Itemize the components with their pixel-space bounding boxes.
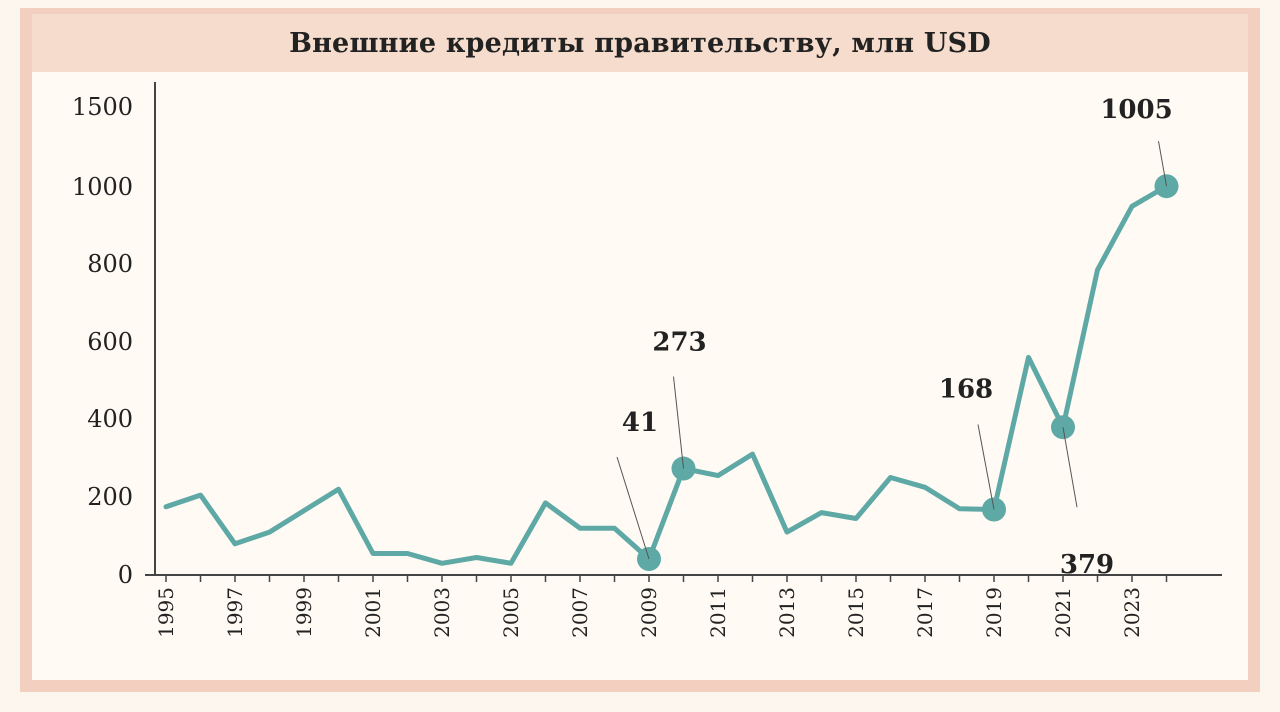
leader-line (673, 376, 684, 469)
y-tick-label: 0 (118, 561, 133, 589)
y-tick-label: 1000 (72, 173, 133, 201)
series-line (163, 183, 1169, 566)
y-axis-ticks: 0 200 400 600 800 1000 1500 (72, 93, 133, 589)
x-axis-ticks: 1995 1997 1999 2001 2003 2005 2007 2009 2011 2013… (154, 575, 1168, 638)
leader-line (977, 424, 995, 510)
x-tick-label: 2017 (913, 587, 937, 638)
data-labels-group: 41 273 168 379 1005 (616, 95, 1173, 580)
x-tick-label: 2001 (361, 587, 385, 638)
y-tick-label: 200 (87, 483, 133, 511)
data-label: 168 (939, 374, 993, 404)
x-tick-label: 2019 (982, 587, 1006, 638)
x-tick-label: 1997 (223, 587, 247, 638)
y-tick-label: 800 (87, 250, 133, 278)
x-tick-label: 2005 (499, 587, 523, 638)
x-tick-label: 2015 (844, 587, 868, 638)
data-label: 379 (1060, 550, 1114, 580)
leader-line (1158, 141, 1167, 187)
chart-title: Внешние кредиты правительству, млн USD (289, 27, 991, 59)
x-tick-label: 2013 (775, 587, 799, 638)
x-tick-label: 1995 (154, 587, 178, 638)
data-label: 1005 (1100, 95, 1172, 125)
x-tick-label: 2011 (706, 587, 730, 638)
y-tick-label: 400 (87, 405, 133, 433)
title-bar: Внешние кредиты правительству, млн USD (32, 14, 1248, 72)
markers-group (637, 174, 1179, 572)
x-tick-label: 2023 (1120, 587, 1144, 638)
x-tick-label: 2021 (1051, 587, 1075, 638)
leader-line (1062, 427, 1078, 508)
x-tick-label: 1999 (292, 587, 316, 638)
data-label: 273 (652, 328, 706, 358)
data-label: 41 (622, 408, 658, 438)
x-tick-label: 2007 (568, 587, 592, 638)
x-tick-label: 2009 (637, 587, 661, 638)
x-tick-label: 2003 (430, 587, 454, 638)
leader-line (616, 456, 650, 560)
y-tick-label: 600 (87, 328, 133, 356)
y-tick-label: 1500 (72, 93, 133, 121)
chart-panel (32, 20, 1248, 680)
series-group (163, 183, 1169, 566)
